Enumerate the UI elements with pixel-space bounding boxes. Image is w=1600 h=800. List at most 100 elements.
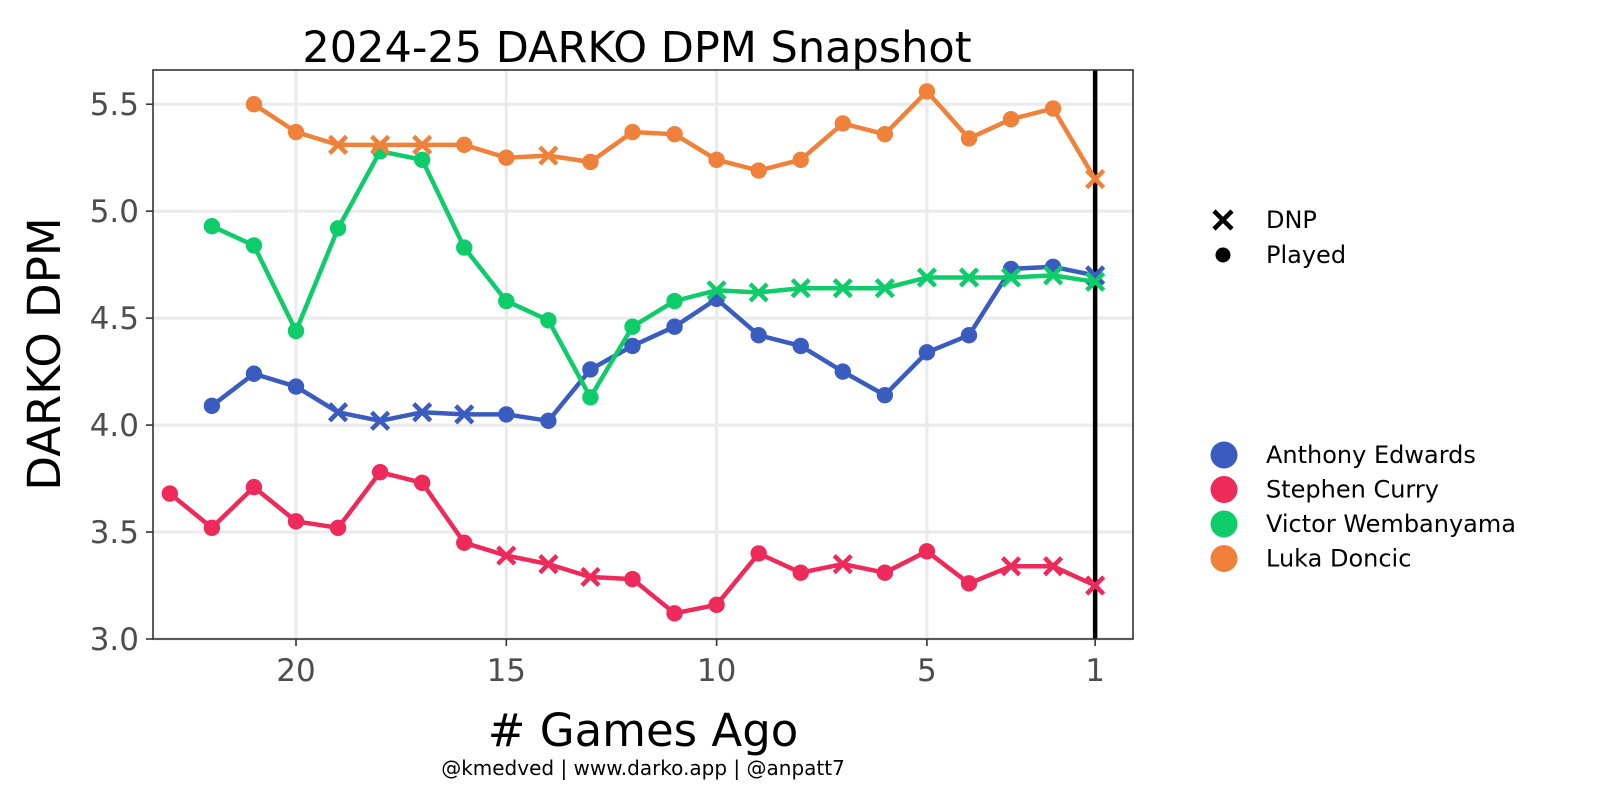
data-point <box>203 397 221 415</box>
legend-swatch <box>1210 441 1238 469</box>
legend-label: Victor Wembanyama <box>1266 510 1516 538</box>
data-point <box>287 513 305 530</box>
dnp-marker <box>748 282 769 303</box>
data-point <box>666 125 683 143</box>
data-point <box>834 363 851 380</box>
data-point <box>666 292 683 310</box>
data-point <box>371 463 389 481</box>
data-point <box>624 123 641 141</box>
series-line <box>209 149 1098 400</box>
data-point <box>792 337 809 355</box>
data-point <box>918 83 936 100</box>
data-point <box>287 322 305 340</box>
data-point <box>540 312 557 329</box>
legend-item-stephen-curry: Stephen Curry <box>1210 476 1439 504</box>
data-point <box>876 564 894 581</box>
data-point <box>498 292 515 310</box>
dnp-marker <box>412 402 433 423</box>
dnp-marker <box>1085 271 1106 292</box>
data-point <box>456 534 473 551</box>
data-point <box>498 149 515 166</box>
dnp-marker <box>790 278 811 299</box>
dnp-marker <box>1042 265 1064 286</box>
data-point <box>666 318 683 335</box>
legend-label: Stephen Curry <box>1266 476 1439 504</box>
data-point <box>203 519 221 536</box>
y-tick-label: 5.0 <box>90 194 139 230</box>
dnp-marker <box>580 566 601 588</box>
axes: 3.0 3.5 4.0 4.5 5.0 5.5 20 15 10 5 1 <box>90 87 1105 689</box>
data-point <box>582 153 599 171</box>
data-point <box>876 386 894 404</box>
y-axis-label: DARKO DPM <box>18 217 71 490</box>
data-point <box>203 217 221 235</box>
legend-item-victor-wembanyama: Victor Wembanyama <box>1210 510 1516 538</box>
data-point <box>245 96 263 113</box>
data-point <box>287 123 305 141</box>
dnp-marker <box>454 404 475 425</box>
data-point <box>918 543 936 560</box>
dnp-marker <box>1000 556 1022 577</box>
data-point <box>960 327 978 344</box>
dnp-marker <box>538 145 559 166</box>
dnp-marker <box>1085 169 1106 190</box>
y-tick-label: 3.5 <box>90 515 139 551</box>
data-point <box>624 318 641 335</box>
dnp-marker <box>1042 556 1064 577</box>
legend-item-luka-doncic: Luka Doncic <box>1210 545 1411 573</box>
data-point <box>456 136 473 154</box>
y-tick-label: 4.5 <box>90 301 139 337</box>
x-tick-label: 10 <box>697 653 736 689</box>
x-tick-label: 15 <box>487 653 526 689</box>
legend-shape-label: Played <box>1266 241 1346 269</box>
data-point <box>413 474 431 492</box>
data-point <box>582 389 599 406</box>
y-tick-label: 4.0 <box>90 408 139 444</box>
data-point <box>1044 100 1062 117</box>
data-point <box>666 605 683 622</box>
data-point <box>960 130 978 147</box>
legend-label: Luka Doncic <box>1266 545 1411 573</box>
dnp-marker <box>916 267 937 288</box>
series-anthony-edwards <box>203 258 1106 431</box>
x-tick-label: 20 <box>276 653 315 689</box>
legend-shape: DNP Played <box>1212 206 1346 269</box>
data-point <box>413 151 431 169</box>
dnp-marker <box>1000 267 1022 288</box>
data-point <box>750 545 767 562</box>
x-axis-label: # Games Ago <box>488 704 799 757</box>
dnp-marker <box>1085 575 1106 596</box>
chart-title: 2024-25 DARKO DPM Snapshot <box>302 23 971 73</box>
data-point <box>624 337 641 355</box>
legend-label: Anthony Edwards <box>1266 441 1476 469</box>
data-point <box>792 564 809 581</box>
data-point <box>834 115 851 132</box>
data-point <box>960 575 978 592</box>
data-point <box>918 344 936 361</box>
data-point <box>456 239 473 256</box>
legend-swatch <box>1210 545 1238 572</box>
data-point <box>329 519 347 536</box>
dnp-marker <box>370 134 391 155</box>
data-point <box>708 151 725 169</box>
series-stephen-curry <box>161 463 1106 622</box>
series-line <box>209 264 1098 424</box>
data-point <box>750 162 767 179</box>
data-point <box>750 327 767 344</box>
x-tick-label: 5 <box>917 653 937 689</box>
legend-swatch <box>1210 476 1238 503</box>
dnp-marker <box>538 554 559 575</box>
data-point <box>329 220 347 237</box>
data-point <box>245 478 263 496</box>
legend-swatch <box>1210 510 1238 538</box>
data-point <box>624 570 641 588</box>
y-tick-label: 3.0 <box>90 622 139 658</box>
data-point <box>161 485 179 502</box>
chart-caption: @kmedved | www.darko.app | @anpatt7 <box>441 756 845 780</box>
legend-shape-item-x: DNP <box>1212 206 1317 234</box>
data-point <box>498 406 515 423</box>
data-point <box>876 125 894 143</box>
dnp-marker <box>370 410 391 431</box>
dnp-marker <box>412 134 433 155</box>
